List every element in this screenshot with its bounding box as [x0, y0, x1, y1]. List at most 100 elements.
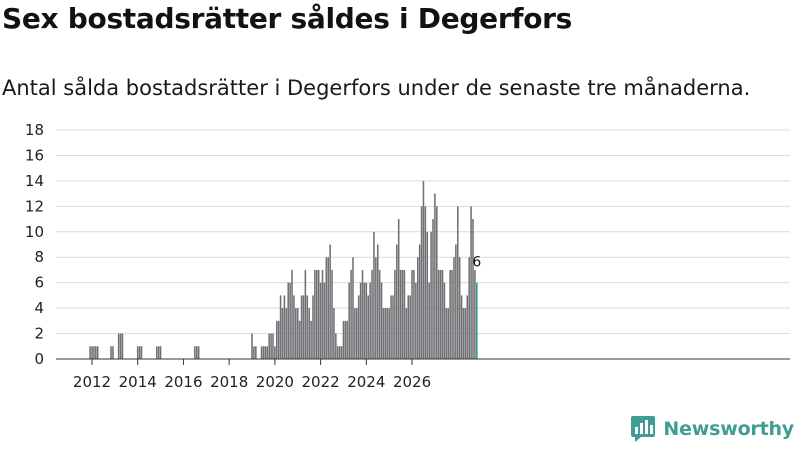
bar — [350, 269, 352, 359]
bar — [424, 206, 427, 359]
bar — [357, 295, 360, 359]
bar — [430, 231, 432, 359]
bar — [437, 269, 440, 359]
bar — [348, 282, 350, 359]
bar — [403, 269, 406, 359]
bar — [352, 257, 354, 359]
bar — [445, 308, 448, 359]
bar — [439, 269, 442, 359]
bar — [373, 231, 375, 359]
latest-value-label: 6 — [472, 255, 481, 271]
bar — [293, 295, 295, 359]
bar — [376, 244, 379, 359]
bars — [89, 180, 478, 359]
y-tick-label: 10 — [25, 223, 44, 241]
bar — [453, 257, 455, 359]
bar — [117, 333, 120, 359]
bar — [310, 320, 312, 359]
y-axis-labels: 0 2 4 6 8 10 12 14 16 18 — [25, 121, 44, 368]
bar — [458, 257, 461, 359]
bar — [289, 282, 291, 359]
bar — [272, 333, 274, 359]
bar — [418, 244, 421, 359]
bar — [327, 257, 329, 359]
bar — [420, 206, 423, 359]
bar — [138, 346, 141, 359]
bar — [466, 295, 469, 359]
bar — [300, 295, 303, 359]
bar — [401, 269, 404, 359]
bar — [462, 308, 465, 359]
bar — [380, 282, 383, 359]
bar — [434, 193, 436, 359]
bar — [413, 269, 415, 359]
bar — [264, 346, 267, 359]
y-tick-label: 12 — [25, 197, 44, 215]
bar — [342, 320, 345, 359]
bar — [388, 308, 390, 359]
y-tick-label: 14 — [25, 172, 44, 190]
x-tick-label: 2018 — [210, 373, 248, 391]
bar — [291, 269, 293, 359]
bar — [436, 206, 438, 359]
bar — [378, 269, 381, 359]
bar — [365, 282, 368, 359]
bar — [416, 257, 419, 359]
bar — [262, 346, 265, 359]
bar — [155, 346, 158, 359]
bar — [356, 308, 358, 359]
x-tick-label: 2022 — [302, 373, 340, 391]
bar — [472, 219, 474, 359]
bar — [298, 320, 301, 359]
bar — [386, 308, 389, 359]
bar — [157, 346, 160, 359]
bar — [359, 282, 362, 359]
chart-title: Sex bostadsrätter såldes i Degerfors — [2, 2, 573, 35]
bar — [336, 346, 339, 359]
bar — [89, 346, 91, 359]
bar — [296, 308, 299, 359]
bar — [270, 333, 272, 359]
newsworthy-logo: Newsworthy — [630, 414, 794, 444]
x-axis: 2012 2014 2016 2018 2020 2022 2024 2026 — [56, 358, 790, 391]
bar — [253, 346, 255, 359]
bar — [276, 320, 278, 359]
bar — [96, 346, 99, 359]
bar — [331, 269, 333, 359]
bar — [325, 257, 328, 359]
bar — [346, 320, 349, 359]
y-tick-label: 6 — [34, 274, 44, 292]
bar — [317, 269, 320, 359]
y-tick-label: 2 — [34, 325, 44, 343]
bar — [441, 269, 444, 359]
bar — [316, 269, 318, 359]
x-tick-label: 2012 — [73, 373, 111, 391]
y-tick-label: 18 — [25, 121, 44, 139]
bar — [255, 346, 257, 359]
bar — [382, 308, 385, 359]
bar — [426, 231, 429, 359]
bar — [464, 308, 467, 359]
bar — [304, 269, 307, 359]
bar — [470, 206, 472, 359]
bar — [344, 320, 347, 359]
bar — [422, 180, 425, 359]
bar — [274, 346, 276, 359]
bar — [285, 308, 288, 359]
bar — [197, 346, 200, 359]
bar — [451, 269, 453, 359]
bar — [396, 244, 398, 359]
bar — [447, 308, 450, 359]
bar — [321, 269, 324, 359]
bar — [456, 206, 459, 359]
bar — [375, 257, 377, 359]
bar — [428, 282, 430, 359]
x-tick-label: 2024 — [347, 373, 385, 391]
data-labels: 6 — [472, 255, 481, 271]
newsworthy-bar-chart-icon — [631, 416, 656, 442]
bar — [409, 295, 411, 359]
bar — [91, 346, 93, 359]
bar — [314, 269, 316, 359]
bar — [407, 295, 410, 359]
bar — [95, 346, 97, 359]
